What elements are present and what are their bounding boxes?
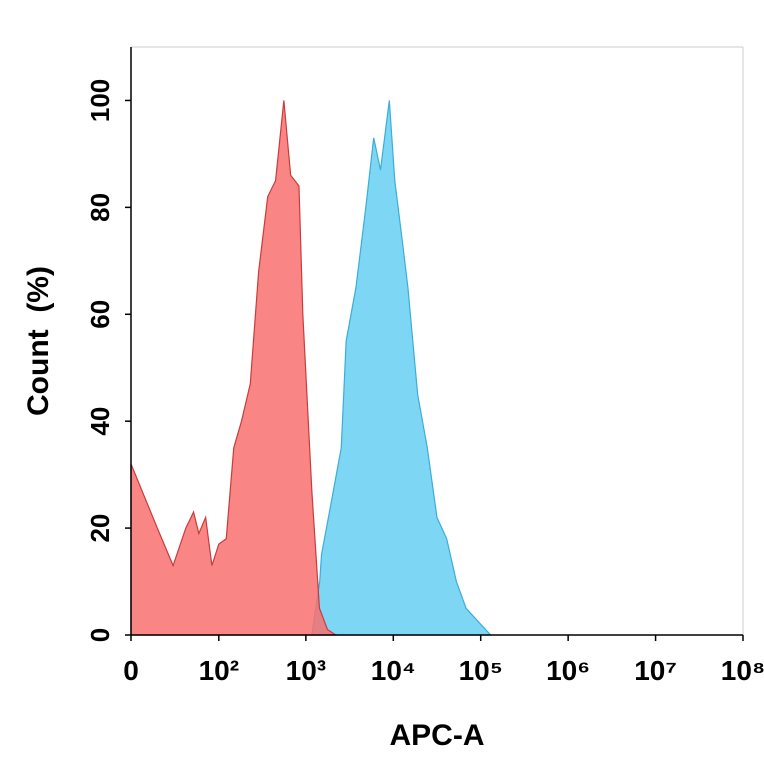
x-tick-label: 10⁴ [371,655,416,686]
y-tick-label: 20 [85,514,115,543]
plot-area [130,100,493,636]
x-tick-label: 0 [123,655,139,686]
x-tick-label: 10⁷ [634,655,677,686]
x-tick-label: 10² [199,655,239,686]
y-tick-label: 100 [85,79,115,122]
y-axis-label: Count (%) [22,266,55,416]
x-tick-label: 10⁸ [721,655,764,686]
y-tick-label: 60 [85,300,115,329]
y-tick-label: 40 [85,407,115,436]
area [311,100,493,636]
x-tick-label: 10⁶ [546,655,590,686]
area [130,100,338,636]
x-tick-label: 10⁵ [459,655,503,686]
x-axis-label: APC-A [390,719,485,752]
y-tick-label: 0 [85,628,115,642]
y-tick-label: 80 [85,193,115,222]
x-tick-label: 10³ [286,655,326,686]
